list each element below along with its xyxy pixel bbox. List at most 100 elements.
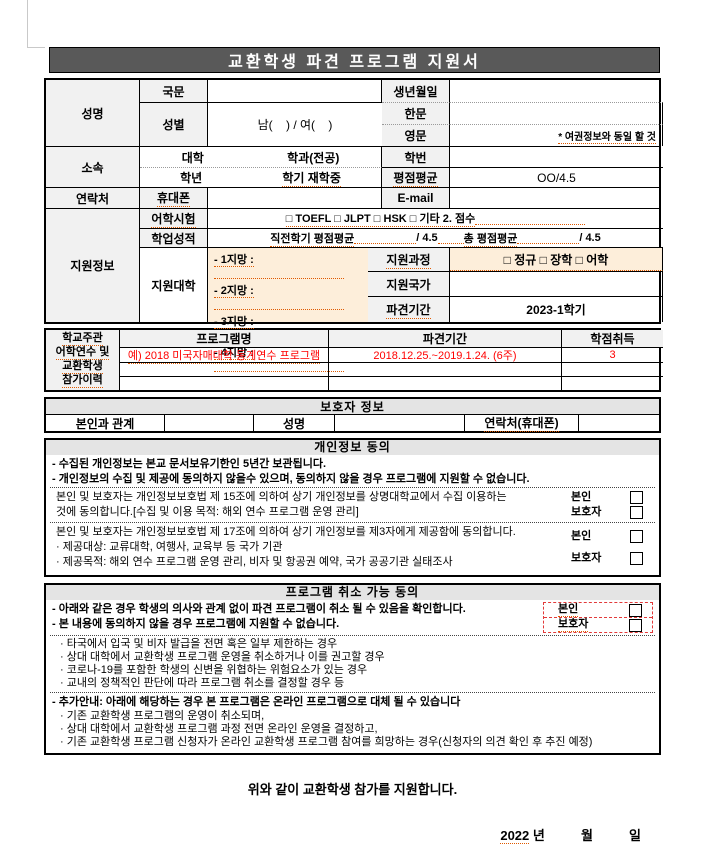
guardian-row: 본인과 관계 성명 연락처(휴대폰) (46, 414, 659, 432)
privacy-consent-box: 개인정보 동의 - 수집된 개인정보는 본교 문서보유기한인 5년간 보관됩니다… (44, 438, 661, 577)
cancel-self-label: 본인 (558, 603, 579, 617)
history-row2-credits[interactable] (562, 362, 663, 376)
cancel-bullet-1: · 타국에서 입국 및 비자 발급을 전면 혹은 일부 제한하는 경우 (60, 638, 338, 650)
phone-label: 휴대폰 (140, 188, 208, 208)
cancel-statement-block: - 아래와 같은 경우 학생의 의사와 관계 없이 파견 프로그램이 취소 될 … (50, 602, 655, 635)
closing-statement: 위와 같이 교환학생 참가를 지원합니다. (247, 782, 458, 797)
cancel-line2: - 본 내용에 동의하지 않을 경우 프로그램에 지원할 수 없습니다. (52, 618, 340, 630)
cancel-bullet-2: · 상대 대학에서 교환학생 프로그램 운영을 취소하거나 이를 권고할 경우 (60, 651, 385, 663)
contact-label: 연락처 (46, 188, 140, 208)
privacy-guardian-label-2: 보호자 (571, 552, 602, 565)
guardian-name-label: 성명 (254, 415, 335, 431)
privacy-block2-line3: · 제공목적: 해외 연수 프로그램 운영 관리, 비자 및 항공권 예약, 국… (56, 556, 453, 568)
history-row3-credits[interactable] (562, 376, 663, 390)
history-header-program: 프로그램명 (120, 330, 329, 347)
cancel-line1: - 아래와 같은 경우 학생의 의사와 관계 없이 파견 프로그램이 취소 될 … (52, 603, 466, 615)
language-test-input[interactable]: □ TOEFL □ JLPT □ HSK □ 기타 2. 점수 (208, 209, 663, 228)
privacy-guardian-checkbox-1[interactable] (630, 506, 643, 519)
guardian-name-input[interactable] (335, 415, 465, 431)
history-header-credits: 학점취득 (562, 330, 663, 347)
grades-input[interactable]: 직전학기 평점평균 / 4.5 총 평점평균 / 4.5 (208, 228, 663, 247)
year-semester-input[interactable]: 학년 학기 재학중 (140, 167, 382, 187)
name-korean-label: 국문 (140, 80, 208, 102)
history-row3-period[interactable] (329, 376, 562, 390)
history-example-period: 2018.12.25.~2019.1.24. (6주) (329, 347, 562, 362)
name-english-label: 영문 (382, 124, 450, 146)
cancel-sign-area: 본인 보호자 (543, 602, 653, 633)
program-history-table: 학교주관 어학연수 및 교환학생 참가이력 프로그램명 파견기간 학점취득 예)… (44, 328, 663, 392)
period-label: 파견기간 (368, 296, 450, 322)
course-label: 지원과정 (368, 247, 450, 271)
privacy-guardian-checkbox-2[interactable] (630, 552, 643, 566)
guardian-relation-input[interactable] (165, 415, 254, 431)
history-row-label: 학교주관 어학연수 및 교환학생 참가이력 (46, 330, 120, 390)
privacy-block1-line1: 본인 및 보호자는 개인정보보호법 제 15조에 의하여 상기 개인정보를 상명… (56, 491, 507, 503)
cancel-extra-bullet-2: · 상대 대학에서 교환학생 프로그램 과정 전면 온라인 운영을 결정하고, (60, 723, 378, 735)
privacy-block2-line2: · 제공대상: 교류대학, 여행사, 교육부 등 국가 기관 (56, 541, 283, 553)
university-department-input[interactable]: 대학 학과(전공) (140, 147, 382, 167)
gender-label: 성별 (140, 102, 208, 146)
name-hanja-label: 한문 (382, 102, 450, 124)
apply-section-label: 지원정보 (46, 209, 140, 322)
history-row3-program[interactable] (120, 376, 329, 390)
cancel-extra-bullet-3: · 기존 교환학생 프로그램 신청자가 온라인 교환학생 프로그램 참여를 희망… (60, 736, 593, 748)
history-row2-period[interactable] (329, 362, 562, 376)
cancel-self-checkbox[interactable] (629, 603, 642, 617)
choice-1[interactable]: - 1지망 : (214, 254, 254, 267)
name-hanja-input[interactable] (450, 102, 663, 124)
privacy-block2-line1: 본인 및 보호자는 개인정보보호법 제 17조에 의하여 상기 개인정보를 제3… (56, 526, 516, 538)
university-choices[interactable]: - 1지망 : - 2지망 : - 3지망 : - 4지망 : (208, 247, 368, 372)
target-university-label: 지원대학 (140, 247, 208, 322)
choice-4[interactable]: - 4지망 : (214, 347, 254, 360)
signature-year[interactable]: 2022 (500, 828, 530, 844)
cancel-guardian-checkbox[interactable] (629, 618, 642, 632)
gender-input[interactable]: 남( ) / 여( ) (208, 102, 382, 146)
privacy-body: - 수집된 개인정보는 본교 문서보유기한인 5년간 보관됩니다. - 개인정보… (46, 455, 659, 575)
gpa-label: 평점평균 (382, 167, 450, 187)
cancel-extra-block: - 추가안내: 아래에 해당하는 경우 본 프로그램은 온라인 프로그램으로 대… (50, 692, 655, 750)
guardian-contact-input[interactable] (579, 415, 663, 431)
student-id-input[interactable] (450, 147, 663, 167)
applicant-info-table: 성명 국문 생년월일 한문 성별 남( ) / 여( ) 영문 * 여권정보와 … (44, 78, 663, 372)
privacy-self-checkbox-1[interactable] (630, 491, 643, 504)
cancel-consent-box: 프로그램 취소 가능 동의 - 아래와 같은 경우 학생의 의사와 관계 없이 … (44, 583, 661, 755)
choice-2[interactable]: - 2지망 : (214, 285, 254, 298)
gpa-value[interactable]: OO/4.5 (450, 167, 663, 187)
phone-input[interactable] (208, 188, 382, 208)
passport-note: * 여권정보와 동일 할 것 (558, 128, 656, 144)
name-korean-input[interactable] (208, 80, 382, 102)
affiliation-section: 소속 대학 학과(전공) 학번 학년 학기 재학중 평점평균 OO/4.5 (46, 146, 663, 187)
history-row2-program[interactable] (120, 362, 329, 376)
guardian-table: 보호자 정보 본인과 관계 성명 연락처(휴대폰) (44, 397, 661, 433)
name-english-input[interactable]: * 여권정보와 동일 할 것 (450, 124, 663, 146)
signature-date: 2022 년 월 일 (44, 810, 661, 859)
grades-label: 학업성적 (140, 228, 208, 247)
choice-3[interactable]: - 3지망 : (214, 316, 254, 329)
birth-input[interactable] (450, 80, 663, 102)
cancel-bullet-3: · 코로나-19를 포함한 학생의 신변을 위협하는 위험요소가 있는 경우 (60, 664, 368, 676)
cancel-extra-bullet-1: · 기존 교환학생 프로그램의 운영이 취소되며, (60, 710, 265, 722)
page-break-line-vertical (27, 0, 28, 47)
birth-label: 생년월일 (382, 80, 450, 102)
guardian-title: 보호자 정보 (46, 399, 659, 414)
privacy-line2: - 개인정보의 수집 및 제공에 동의하지 않을수 있으며, 동의하지 않을 경… (52, 473, 530, 485)
page-break-line-horizontal (27, 47, 45, 48)
language-test-label: 어학시험 (140, 209, 208, 228)
email-input[interactable] (450, 188, 663, 208)
apply-info-section: 지원정보 어학시험 □ TOEFL □ JLPT □ HSK □ 기타 2. 점… (46, 208, 663, 372)
score-leader (475, 213, 586, 225)
university-label: 대학 (181, 150, 204, 165)
history-header-period: 파견기간 (329, 330, 562, 348)
application-form: 교환학생 파견 프로그램 지원서 성명 국문 생년월일 한문 성별 남( ) /… (44, 47, 663, 859)
email-label: E-mail (382, 188, 450, 208)
privacy-self-label-2: 본인 (571, 529, 592, 542)
history-example-credits: 3 (562, 347, 663, 362)
period-input[interactable]: 2023-1학기 (450, 296, 663, 322)
privacy-self-checkbox-2[interactable] (630, 529, 643, 543)
country-input[interactable] (450, 271, 663, 296)
privacy-block2: 본인 및 보호자는 개인정보보호법 제 17조에 의하여 상기 개인정보를 제3… (50, 522, 655, 572)
country-label: 지원국가 (368, 271, 450, 296)
guardian-relation-label: 본인과 관계 (46, 415, 165, 431)
course-checkboxes[interactable]: □ 정규 □ 장학 □ 어학 (450, 247, 663, 271)
signature-date-labels: 년 월 일 (529, 828, 641, 843)
